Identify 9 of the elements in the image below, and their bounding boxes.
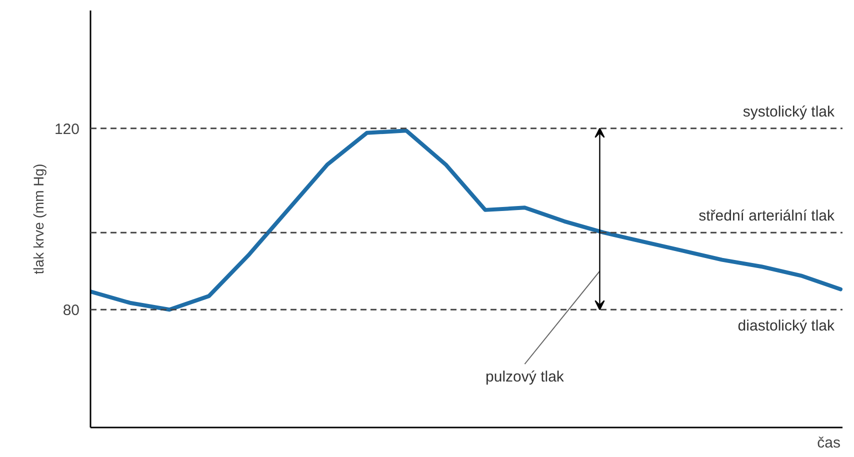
x-axis-title: čas — [817, 434, 840, 452]
ref-line-label: diastolický tlak — [738, 318, 835, 335]
annotation: pulzový tlak — [486, 368, 564, 386]
line-series — [90, 128, 842, 312]
ref-line-label: střední arteriální tlak — [698, 208, 835, 225]
y-tick-label: 80 — [62, 302, 80, 320]
ref-line-label: systolický tlak — [742, 103, 835, 120]
y-axis-title: tlak krve (mm Hg) — [30, 164, 46, 274]
y-tick-label: 120 — [54, 120, 80, 138]
